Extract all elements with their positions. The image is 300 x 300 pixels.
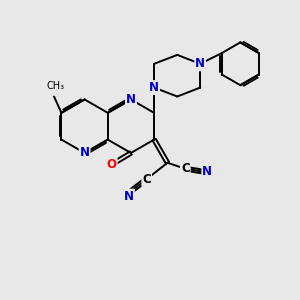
Text: C: C [142, 172, 151, 186]
Text: N: N [149, 81, 159, 94]
Text: N: N [202, 165, 212, 178]
Text: N: N [124, 190, 134, 202]
Text: N: N [80, 146, 90, 160]
Text: N: N [195, 57, 205, 70]
Text: O: O [106, 158, 117, 171]
Text: CH₃: CH₃ [46, 81, 64, 91]
Text: C: C [181, 162, 190, 175]
Text: N: N [126, 93, 136, 106]
